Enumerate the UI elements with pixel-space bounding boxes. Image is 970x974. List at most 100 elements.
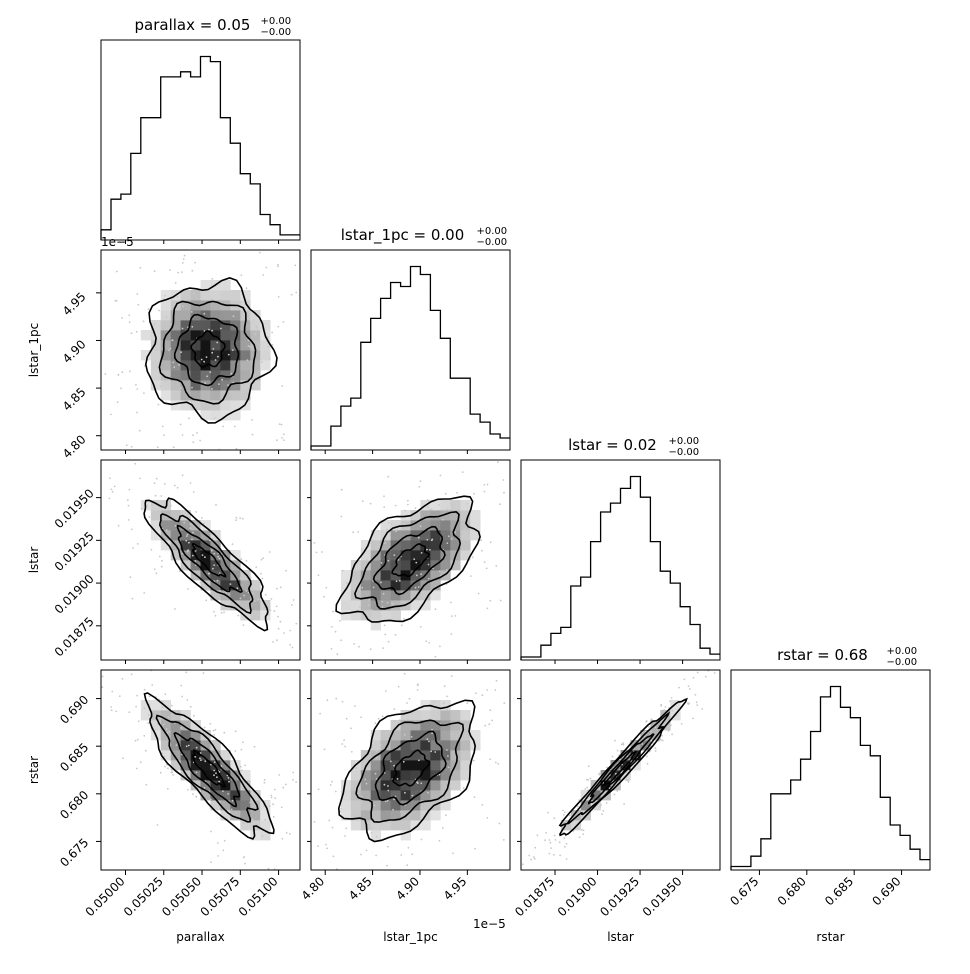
- scatter-point: [130, 528, 133, 531]
- density-cell: [240, 800, 251, 811]
- scatter-point: [562, 809, 564, 812]
- scatter-point: [418, 486, 421, 488]
- scatter-point: [232, 315, 235, 318]
- density-cell: [150, 520, 162, 531]
- scatter-point: [446, 708, 448, 711]
- scatter-point: [328, 819, 331, 822]
- scatter-point: [170, 504, 172, 507]
- scatter-point: [341, 569, 344, 572]
- density-cell: [410, 750, 421, 761]
- scatter-point: [163, 483, 166, 485]
- scatter-point: [341, 700, 344, 703]
- scatter-point: [404, 509, 406, 512]
- scatter-point: [341, 743, 344, 745]
- scatter-point: [713, 672, 716, 674]
- density-cell: [440, 800, 451, 811]
- scatter-point: [528, 854, 531, 857]
- scatter-point: [650, 730, 652, 733]
- scatter-point: [498, 822, 501, 825]
- density-cell: [170, 350, 181, 361]
- scatter-point: [377, 544, 379, 546]
- scatter-point: [267, 867, 270, 870]
- scatter-point: [176, 296, 179, 298]
- contour-line: [372, 525, 446, 596]
- density-cell: [210, 380, 221, 391]
- scatter-point: [664, 706, 667, 708]
- scatter-point: [446, 542, 449, 544]
- title-plus-parallax: +0.00: [261, 16, 292, 27]
- density-cell: [350, 790, 362, 801]
- scatter-point: [576, 805, 579, 808]
- density-cell: [230, 380, 241, 391]
- density-cell: [220, 790, 231, 801]
- scatter-point: [279, 620, 282, 623]
- density-cell: [260, 830, 271, 841]
- density-cell: [460, 500, 471, 511]
- density-cell: [220, 280, 231, 291]
- density-cell: [360, 590, 372, 601]
- density-cell: [390, 520, 401, 531]
- scatter-point: [229, 583, 232, 585]
- scatter-point: [544, 839, 546, 842]
- scatter-point: [181, 552, 183, 555]
- scatter-point: [559, 854, 561, 857]
- density-cell: [400, 760, 411, 771]
- scatter-point: [128, 488, 131, 491]
- scatter-point: [143, 688, 146, 691]
- scatter-point: [214, 728, 217, 731]
- scatter-point: [200, 517, 203, 519]
- scatter-point: [168, 716, 170, 719]
- scatter-point: [214, 614, 217, 617]
- scatter-point: [375, 756, 378, 759]
- scatter-point: [266, 336, 269, 339]
- density-cell: [180, 510, 191, 521]
- density-cell: [250, 590, 261, 601]
- contour-line: [143, 692, 275, 840]
- scatter-point: [683, 678, 686, 681]
- scatter-point: [171, 339, 174, 342]
- density-cell: [390, 800, 401, 811]
- scatter-point: [199, 752, 202, 754]
- density-cell: [170, 710, 181, 721]
- density-cell: [350, 600, 362, 611]
- scatter-point: [210, 861, 212, 863]
- scatter-point: [369, 648, 372, 651]
- scatter-point: [289, 629, 292, 632]
- density-cell: [190, 340, 201, 351]
- density-cell: [410, 810, 421, 821]
- scatter-point: [548, 852, 551, 855]
- density-cell: [430, 570, 441, 581]
- x-tick-label-lstar_1pc: 4.85: [346, 874, 375, 903]
- scatter-point: [463, 517, 466, 520]
- density-cell: [190, 370, 201, 381]
- density-cell: [180, 310, 191, 321]
- density-cell: [570, 820, 582, 831]
- scatter-point: [180, 271, 183, 274]
- scatter-point: [265, 266, 268, 269]
- scatter-point: [548, 839, 551, 841]
- density-cell: [240, 790, 251, 801]
- scatter-point: [502, 479, 505, 481]
- density-cell: [200, 550, 211, 561]
- scatter-point: [221, 378, 224, 381]
- density-cell: [380, 590, 391, 601]
- scatter-point: [118, 695, 121, 698]
- scatter-point: [553, 834, 556, 837]
- density-cell: [400, 770, 411, 781]
- density-cell: [200, 370, 211, 381]
- scatter-point: [407, 846, 410, 849]
- density-cell: [410, 710, 421, 721]
- density-cell: [220, 760, 231, 771]
- scatter-point: [121, 317, 123, 319]
- density-cell: [150, 350, 162, 361]
- scatter-point: [194, 261, 196, 264]
- scatter-point: [117, 373, 120, 376]
- scatter-point: [277, 325, 280, 328]
- scatter-point: [176, 557, 178, 560]
- density-cell: [200, 730, 211, 741]
- scatter-point: [273, 788, 276, 791]
- scatter-point: [386, 864, 388, 867]
- y-tick-label-lstar: 0.01950: [52, 486, 97, 531]
- scatter-point: [461, 531, 464, 534]
- density-cell: [420, 560, 431, 571]
